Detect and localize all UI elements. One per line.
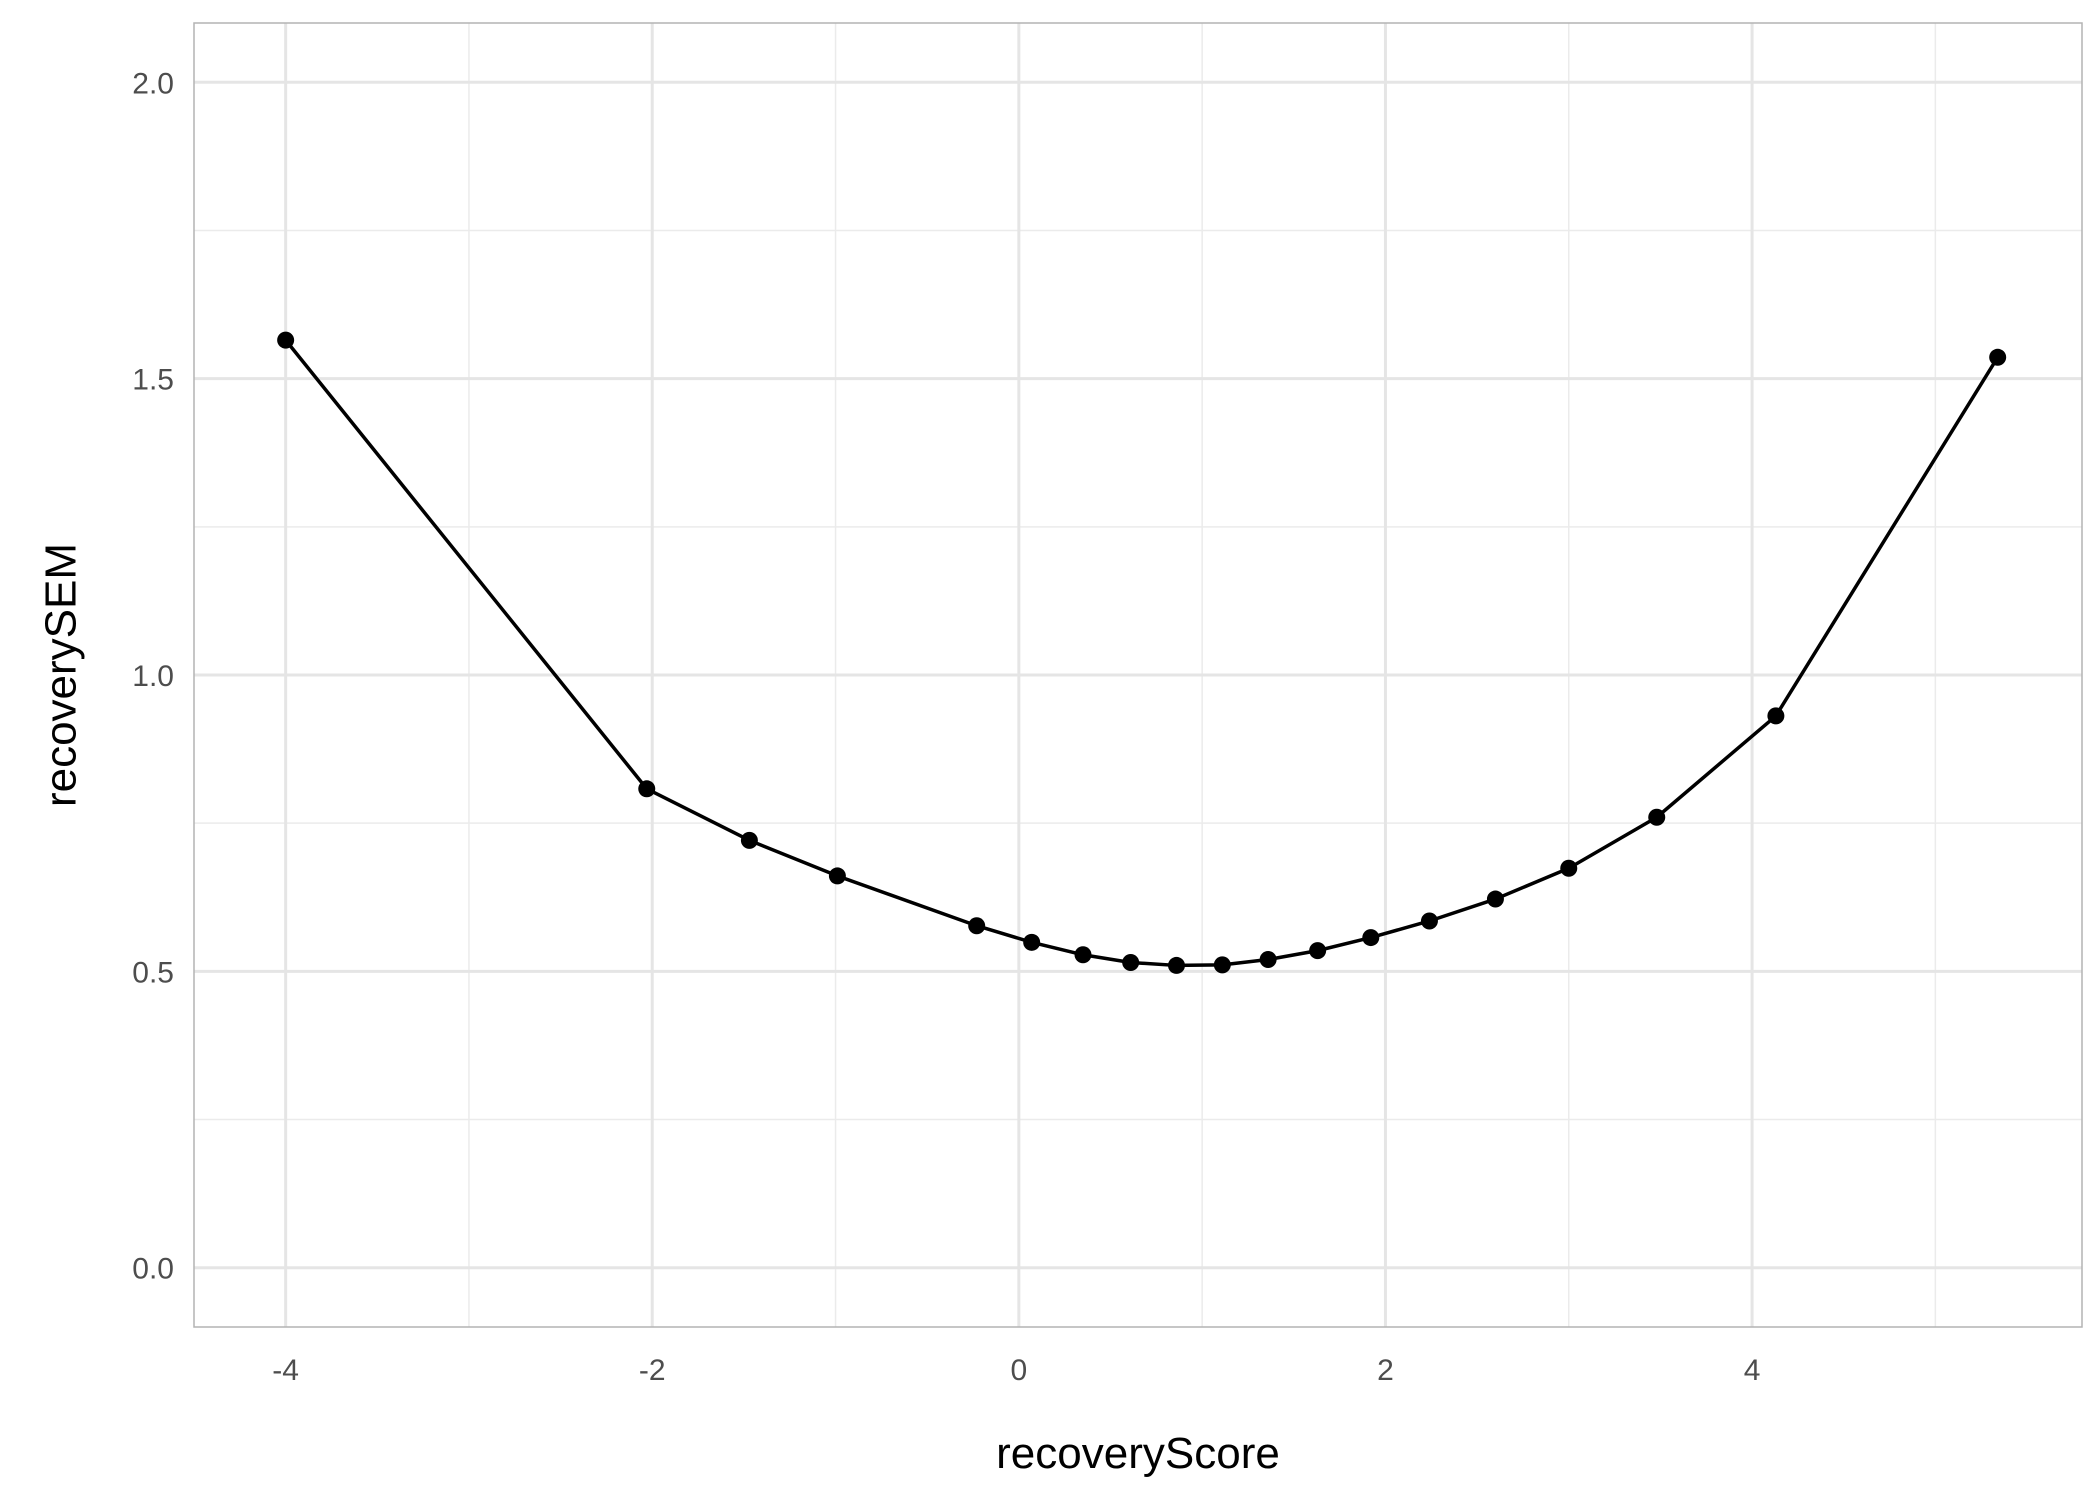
data-point (1989, 348, 2007, 366)
x-tick-label: 2 (1377, 1354, 1394, 1387)
y-tick-label: 1.5 (132, 364, 174, 397)
data-point (1309, 942, 1327, 960)
y-tick-label: 2.0 (132, 67, 174, 100)
data-point (1560, 859, 1578, 877)
data-point (828, 867, 846, 885)
data-point (1767, 707, 1785, 725)
plot-panel-border (193, 22, 2083, 1328)
x-axis-ticks: -4 -2 0 2 4 (272, 1354, 1760, 1387)
data-point (740, 831, 758, 849)
data-point (1213, 956, 1231, 974)
y-axis-title: recoverySEM (36, 543, 85, 807)
y-axis-ticks: 0.0 0.5 1.0 1.5 2.0 (132, 67, 174, 1285)
x-axis-title: recoveryScore (996, 1429, 1280, 1478)
data-point (1486, 890, 1504, 908)
x-tick-label: 4 (1744, 1354, 1761, 1387)
series-layer (277, 331, 2007, 974)
data-point (1122, 953, 1140, 971)
data-point (1074, 946, 1092, 964)
data-point (1023, 933, 1041, 951)
grid (194, 23, 2082, 1327)
data-point (1167, 956, 1185, 974)
data-point (1420, 912, 1438, 930)
x-tick-label: -2 (639, 1354, 666, 1387)
x-tick-label: 0 (1011, 1354, 1028, 1387)
y-tick-label: 0.5 (132, 956, 174, 989)
y-tick-label: 1.0 (132, 660, 174, 693)
data-point (1259, 951, 1277, 969)
x-tick-label: -4 (272, 1354, 299, 1387)
data-point (968, 917, 986, 935)
data-point (1362, 929, 1380, 947)
data-point (638, 780, 656, 798)
data-point (277, 331, 295, 349)
data-point (1648, 808, 1666, 826)
y-tick-label: 0.0 (132, 1253, 174, 1286)
